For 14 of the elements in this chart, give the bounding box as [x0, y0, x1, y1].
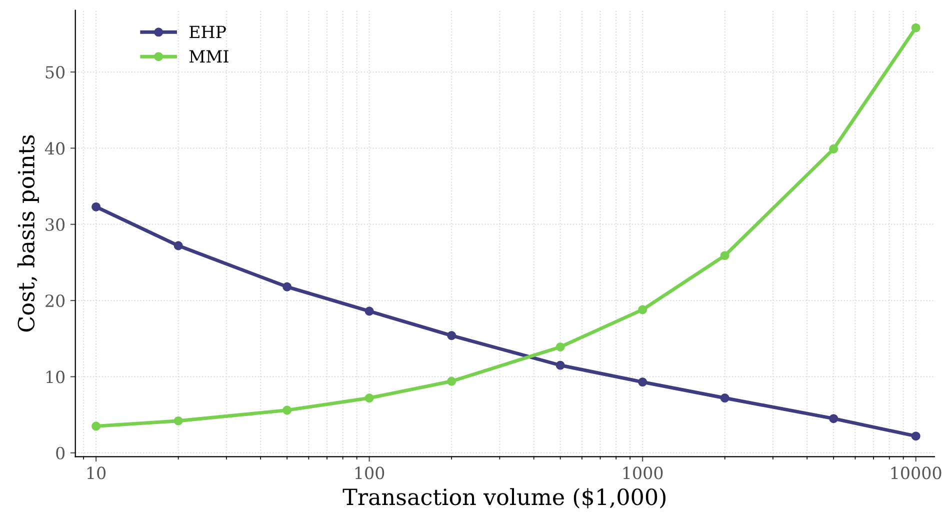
y-tick-label: 0	[56, 446, 65, 460]
y-tick-label: 10	[46, 370, 65, 384]
x-tick-label: 10000	[891, 466, 942, 480]
x-tick-label: 100	[355, 466, 384, 480]
y-tick-label: 30	[46, 218, 65, 231]
legend-label: MMI	[189, 50, 228, 62]
y-axis-title: Cost, basis points	[17, 135, 39, 332]
x-tick-label: 10	[87, 466, 106, 480]
y-tick-label: 20	[46, 294, 65, 308]
y-tick-label: 40	[44, 142, 65, 155]
x-axis-title: Transaction volume ($1,000)	[342, 488, 666, 508]
legend-label: EHP	[189, 26, 226, 38]
y-tick-label: 50	[46, 66, 65, 79]
x-tick-label: 1000	[623, 466, 663, 480]
